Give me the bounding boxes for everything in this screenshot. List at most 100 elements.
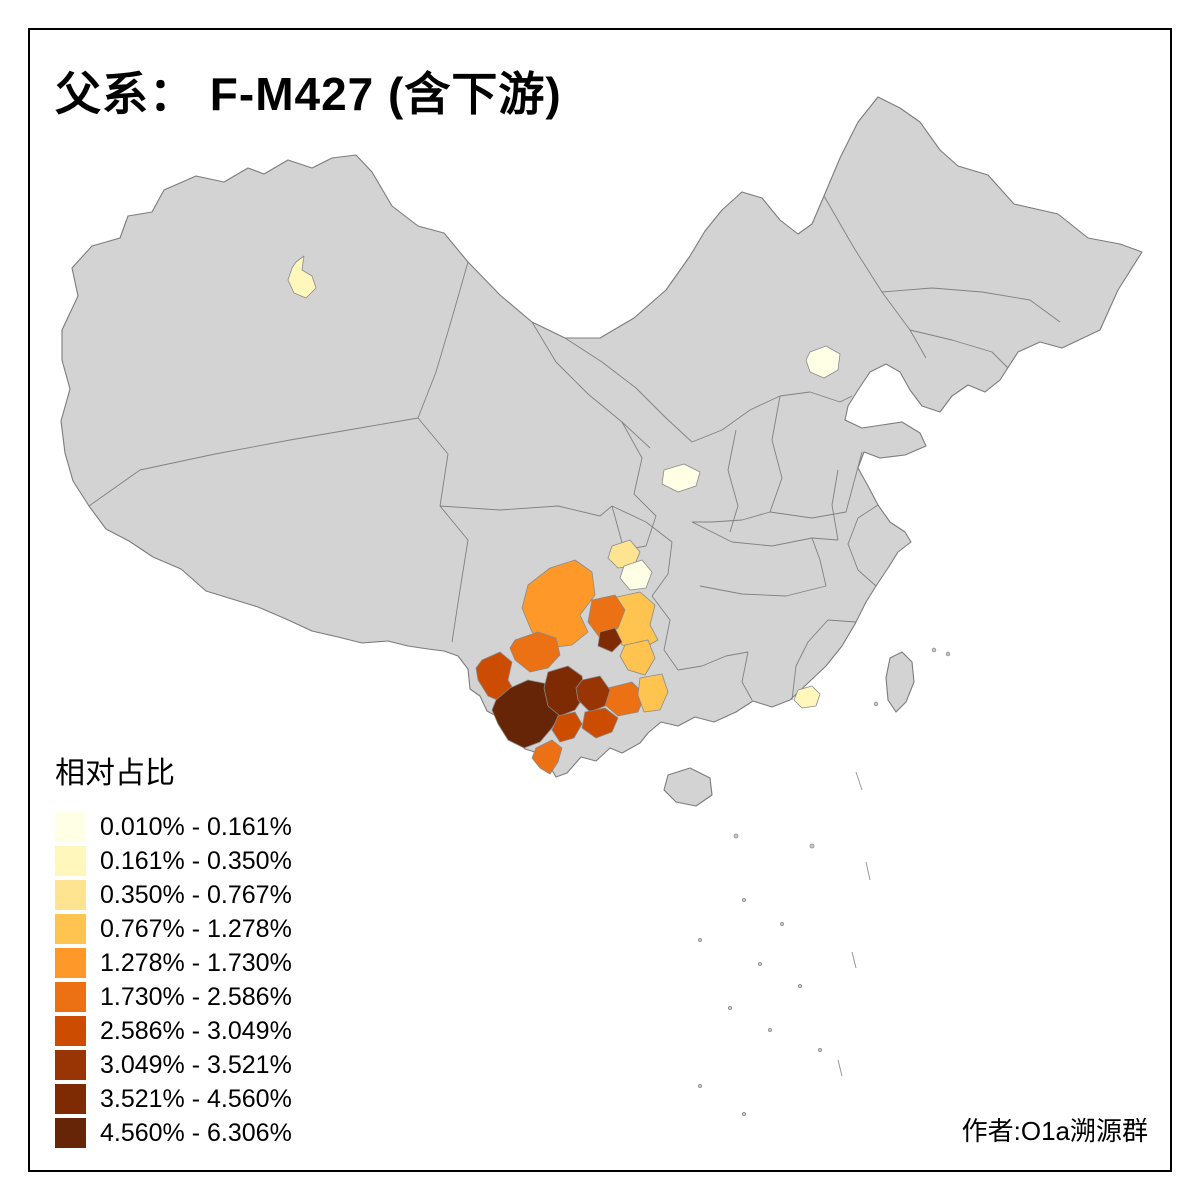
islet-dot bbox=[742, 1112, 747, 1117]
legend-label: 4.560% - 6.306% bbox=[100, 1118, 292, 1147]
islet-dot bbox=[742, 898, 747, 903]
region-guizhou-east-light bbox=[637, 673, 669, 713]
region-yunnan-central-dark bbox=[543, 665, 586, 717]
south-china-sea-islets bbox=[698, 771, 871, 1117]
region-north-sichuan-patch bbox=[619, 559, 653, 591]
legend-swatch bbox=[55, 812, 86, 842]
islet-dot bbox=[698, 1084, 703, 1089]
legend-label: 0.350% - 0.767% bbox=[100, 880, 292, 909]
region-yunnan-central-east-brown bbox=[575, 675, 611, 713]
islet-dot bbox=[873, 701, 879, 707]
legend-swatch bbox=[55, 1016, 86, 1046]
border-henan-south bbox=[691, 521, 839, 547]
legend-row: 0.161% - 0.350% bbox=[55, 844, 292, 878]
islet-dot bbox=[768, 1028, 773, 1033]
islet-dot bbox=[733, 833, 739, 839]
legend: 相对占比 0.010% - 0.161% 0.161% - 0.350% 0.3… bbox=[55, 748, 292, 1150]
legend-label: 1.730% - 2.586% bbox=[100, 982, 292, 1011]
islet-dot bbox=[945, 651, 951, 657]
sea-boundary-dash bbox=[865, 861, 871, 881]
border-guangdong-guangxi bbox=[741, 651, 753, 701]
border-shanxi-hebei bbox=[769, 395, 783, 513]
mainland-outline bbox=[60, 96, 1143, 778]
legend-row: 0.350% - 0.767% bbox=[55, 878, 292, 912]
region-yunnan-central-west-darkest bbox=[491, 679, 563, 749]
border-shaanxi-shanxi bbox=[727, 429, 739, 533]
islet-dot bbox=[809, 843, 815, 849]
legend-label: 2.586% - 3.049% bbox=[100, 1016, 292, 1045]
border-jiangsu-anhui bbox=[831, 469, 839, 541]
islands bbox=[663, 647, 951, 807]
region-xinjiang-patch bbox=[287, 255, 317, 299]
border-gansu-corridor bbox=[531, 321, 651, 449]
legend-swatch bbox=[55, 948, 86, 978]
legend-label: 3.521% - 4.560% bbox=[100, 1084, 292, 1113]
border-heilongjiang-jilin bbox=[881, 287, 1061, 323]
islet-dot bbox=[698, 938, 703, 943]
legend-row: 4.560% - 6.306% bbox=[55, 1116, 292, 1150]
border-hebei-henan bbox=[692, 511, 771, 523]
region-beijing-patch bbox=[805, 345, 841, 379]
legend-swatch bbox=[55, 982, 86, 1012]
legend-label: 0.767% - 1.278% bbox=[100, 914, 292, 943]
legend-label: 0.010% - 0.161% bbox=[100, 812, 292, 841]
legend-swatch bbox=[55, 1050, 86, 1080]
border-anhui-hubei bbox=[811, 537, 827, 587]
islet-dot bbox=[758, 962, 763, 967]
sea-boundary-dash bbox=[855, 771, 863, 791]
legend-label: 0.161% - 0.350% bbox=[100, 846, 292, 875]
border-tibet-qinghai bbox=[417, 417, 469, 643]
legend-row: 0.767% - 1.278% bbox=[55, 912, 292, 946]
border-qinghai-south bbox=[439, 505, 613, 517]
region-east-mid-light bbox=[619, 639, 656, 676]
sea-boundary-dash bbox=[837, 1059, 843, 1077]
legend-label: 1.278% - 1.730% bbox=[100, 948, 292, 977]
islet-dot bbox=[931, 647, 937, 653]
region-yunnan-south-mid bbox=[551, 711, 583, 743]
legend-swatch bbox=[55, 846, 86, 876]
region-guangdong-patch bbox=[793, 685, 821, 709]
legend-label: 3.049% - 3.521% bbox=[100, 1050, 292, 1079]
sea-boundary-dash bbox=[851, 951, 857, 969]
islet-dot bbox=[728, 1006, 733, 1011]
legend-row: 0.010% - 0.161% bbox=[55, 810, 292, 844]
mainland-landmass bbox=[60, 96, 1143, 778]
legend-row: 3.521% - 4.560% bbox=[55, 1082, 292, 1116]
islet-dot bbox=[798, 984, 803, 989]
border-inner-mongolia-south bbox=[564, 337, 853, 443]
region-liangshan-orange bbox=[587, 594, 626, 639]
legend-row: 3.049% - 3.521% bbox=[55, 1048, 292, 1082]
legend-row: 1.278% - 1.730% bbox=[55, 946, 292, 980]
legend-row: 2.586% - 3.049% bbox=[55, 1014, 292, 1048]
legend-swatch bbox=[55, 880, 86, 910]
border-xinjiang-east bbox=[417, 261, 469, 419]
border-zhejiang-west bbox=[847, 504, 879, 587]
highlight-regions bbox=[287, 255, 841, 775]
legend-list: 0.010% - 0.161% 0.161% - 0.350% 0.350% -… bbox=[55, 810, 292, 1150]
legend-row: 1.730% - 2.586% bbox=[55, 980, 292, 1014]
islet-dot bbox=[780, 922, 785, 927]
border-xinjiang-tibet bbox=[88, 417, 419, 507]
region-yunnan-southeast-deep bbox=[581, 707, 619, 739]
page-title: 父系： F-M427 (含下游) bbox=[55, 68, 562, 120]
border-fujian-west bbox=[791, 619, 857, 701]
border-hubei-hunan bbox=[699, 585, 827, 597]
legend-swatch bbox=[55, 1084, 86, 1114]
border-shandong-west bbox=[769, 451, 863, 519]
legend-swatch bbox=[55, 914, 86, 944]
region-west-sichuan-orange bbox=[521, 559, 596, 649]
region-central-china-patch bbox=[661, 463, 701, 493]
legend-swatch bbox=[55, 1118, 86, 1148]
region-yunnan-south-orange bbox=[531, 739, 563, 775]
border-guizhou-hunan bbox=[651, 595, 679, 671]
author-credit: 作者:O1a溯源群 bbox=[961, 1116, 1148, 1146]
region-sichuan-dark-spot bbox=[597, 627, 623, 653]
islet-dot bbox=[818, 1048, 823, 1053]
border-sichuan-northeast bbox=[611, 505, 673, 597]
border-jilin-liaoning bbox=[909, 329, 1009, 369]
taiwan-island bbox=[885, 651, 915, 713]
border-hunan-guangxi bbox=[677, 651, 749, 671]
legend-title: 相对占比 bbox=[55, 757, 175, 790]
